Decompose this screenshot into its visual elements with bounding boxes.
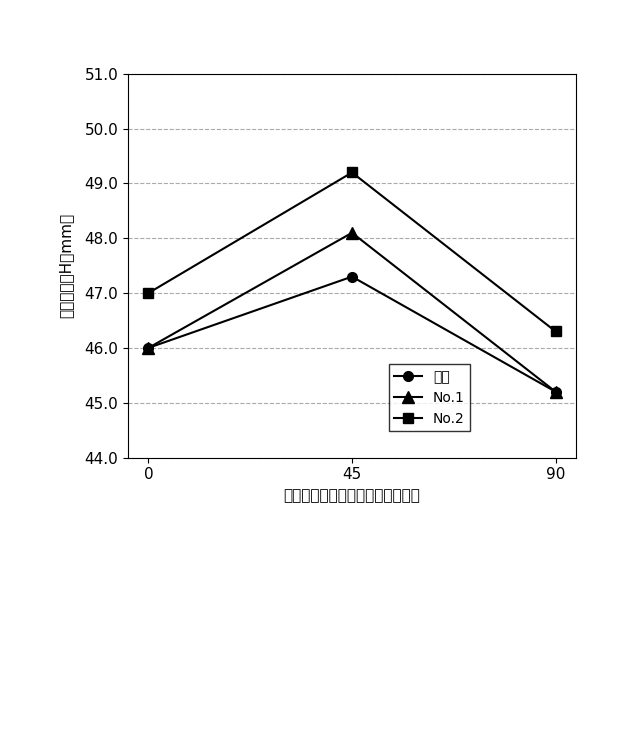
No.2 — [348, 168, 356, 177]
Line: 実験: 実験 — [143, 272, 561, 396]
No.2 — [145, 289, 152, 297]
Legend: 実験, No.1, No.2: 実験, No.1, No.2 — [388, 365, 470, 432]
No.1 — [145, 343, 152, 352]
X-axis label: 圧延方向からの角度（ｄｅｇ．）: 圧延方向からの角度（ｄｅｇ．） — [284, 488, 420, 503]
Y-axis label: カップ高さH（mm）: カップ高さH（mm） — [58, 213, 74, 318]
実験 — [145, 343, 152, 352]
実験 — [348, 272, 356, 281]
実験 — [552, 387, 559, 396]
Line: No.1: No.1 — [143, 227, 561, 397]
No.1 — [348, 228, 356, 237]
Line: No.2: No.2 — [143, 168, 561, 337]
No.2 — [552, 327, 559, 336]
No.1 — [552, 387, 559, 396]
